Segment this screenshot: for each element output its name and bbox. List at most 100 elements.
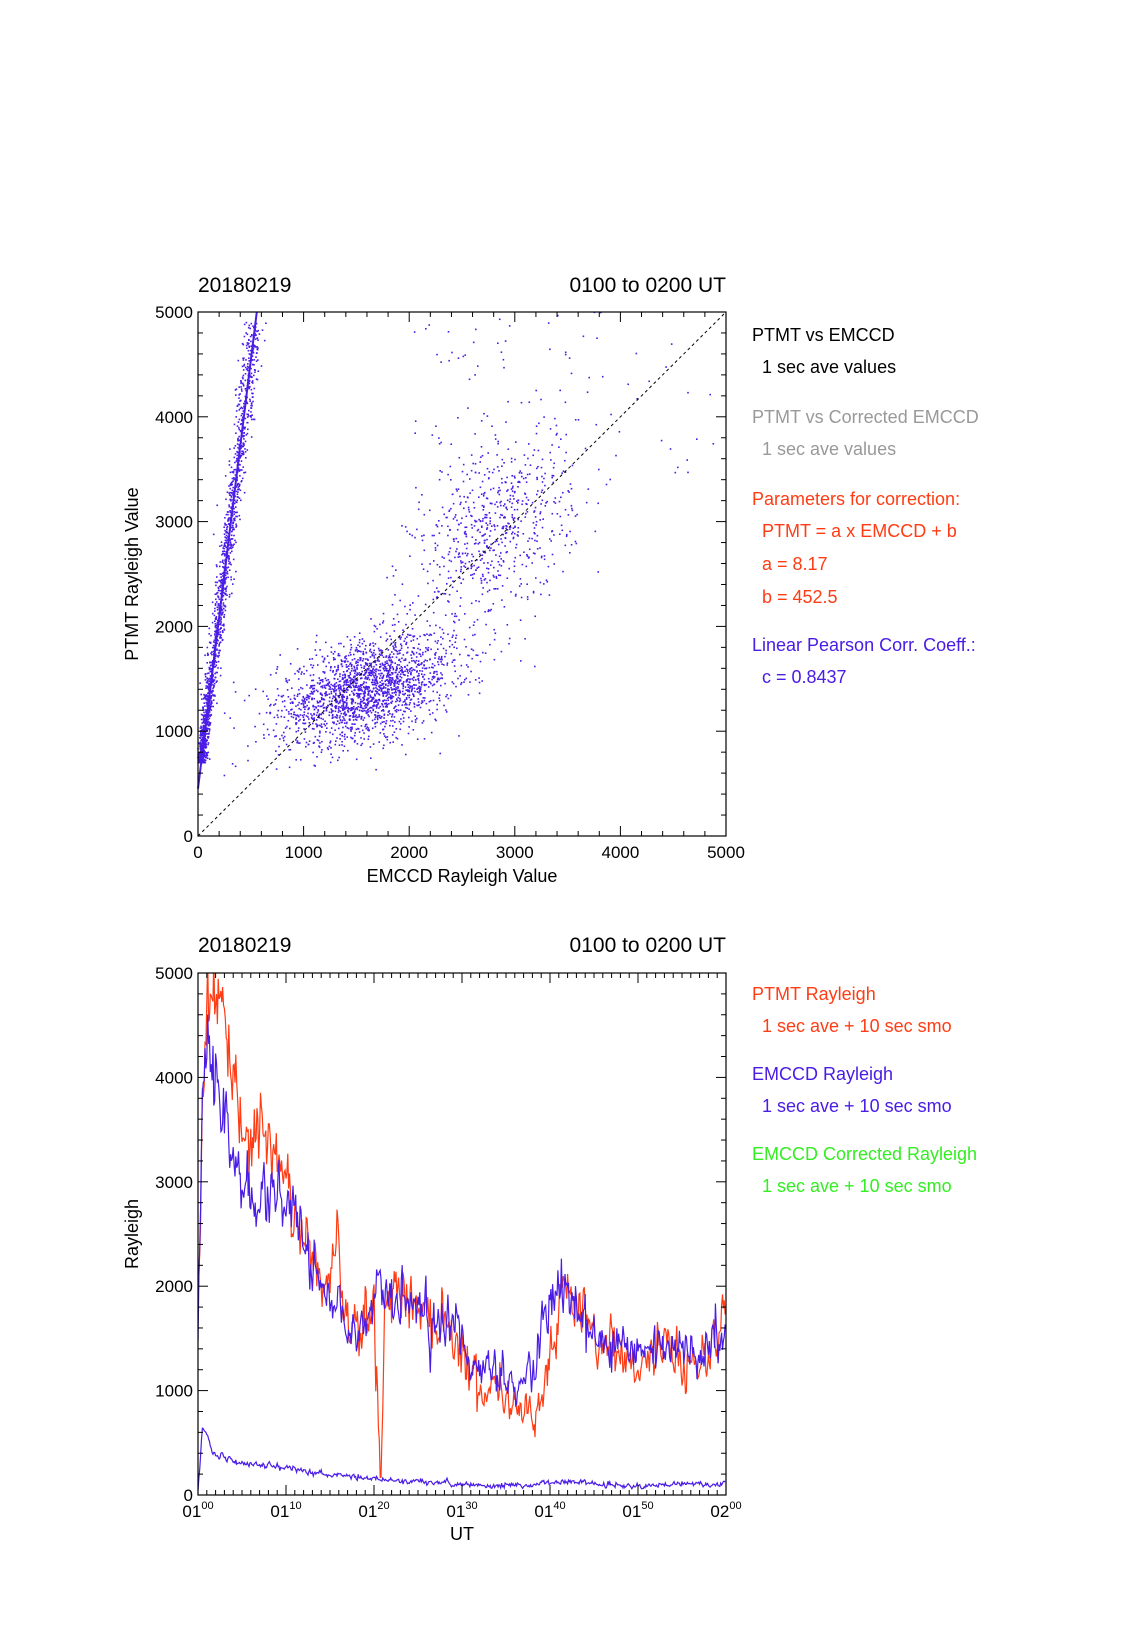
scatter-x-axis-title: EMCCD Rayleigh Value bbox=[367, 866, 558, 886]
scatter-point bbox=[219, 641, 222, 643]
scatter-point bbox=[322, 661, 325, 663]
scatter-point bbox=[439, 573, 441, 576]
scatter-point bbox=[220, 578, 223, 581]
scatter-point bbox=[338, 727, 340, 730]
scatter-point bbox=[454, 516, 456, 518]
scatter-point bbox=[224, 545, 226, 547]
scatter-point bbox=[201, 744, 203, 747]
scatter-point bbox=[401, 713, 404, 716]
scatter-point bbox=[360, 705, 362, 707]
scatter-point bbox=[420, 684, 423, 686]
scatter-point bbox=[540, 503, 542, 505]
scatter-point bbox=[570, 504, 573, 507]
scatter-point bbox=[285, 680, 288, 682]
scatter-point bbox=[396, 650, 398, 653]
scatter-point bbox=[521, 563, 524, 566]
timeseries-legend-line: 1 sec ave + 10 sec smo bbox=[762, 1176, 952, 1196]
scatter-point bbox=[233, 456, 236, 459]
scatter-point bbox=[562, 470, 565, 472]
scatter-legend-line: Parameters for correction: bbox=[752, 489, 960, 509]
scatter-point bbox=[346, 689, 348, 691]
scatter-point bbox=[598, 468, 600, 471]
scatter-point bbox=[362, 650, 365, 653]
scatter-point bbox=[481, 480, 484, 483]
scatter-point bbox=[219, 612, 222, 615]
scatter-point bbox=[528, 548, 531, 551]
scatter-point bbox=[223, 774, 226, 777]
scatter-point bbox=[242, 383, 245, 386]
scatter-point bbox=[444, 593, 447, 595]
scatter-point bbox=[535, 577, 537, 579]
scatter-point bbox=[211, 690, 214, 693]
scatter-point bbox=[347, 684, 350, 686]
scatter-point bbox=[220, 622, 222, 625]
scatter-point bbox=[415, 659, 418, 662]
scatter-point bbox=[511, 490, 514, 492]
scatter-point bbox=[373, 649, 375, 652]
scatter-point bbox=[500, 650, 503, 653]
scatter-point bbox=[551, 476, 553, 479]
scatter-point bbox=[487, 568, 490, 570]
scatter-point bbox=[213, 646, 215, 649]
scatter-point bbox=[228, 492, 230, 494]
scatter-point bbox=[409, 634, 412, 636]
scatter-point bbox=[351, 723, 353, 725]
scatter-point bbox=[203, 749, 205, 752]
scatter-point bbox=[207, 735, 210, 738]
scatter-point bbox=[287, 711, 290, 713]
scatter-point bbox=[228, 505, 231, 508]
scatter-point bbox=[367, 659, 369, 661]
scatter-point bbox=[207, 672, 210, 674]
scatter-point bbox=[203, 693, 205, 696]
scatter-point bbox=[442, 637, 444, 640]
scatter-point bbox=[309, 693, 312, 695]
scatter-point bbox=[313, 697, 315, 700]
scatter-point bbox=[523, 454, 526, 456]
scatter-point bbox=[312, 664, 315, 667]
scatter-point bbox=[494, 438, 497, 440]
scatter-point bbox=[230, 543, 233, 546]
scatter-point bbox=[350, 646, 353, 649]
scatter-point bbox=[382, 687, 385, 689]
scatter-point bbox=[440, 672, 442, 674]
rayleigh-tick-label: 1000 bbox=[155, 1382, 193, 1401]
scatter-point bbox=[535, 432, 538, 435]
scatter-point bbox=[312, 705, 314, 708]
scatter-point bbox=[392, 653, 395, 655]
scatter-point bbox=[198, 742, 200, 744]
scatter-point bbox=[355, 714, 357, 716]
scatter-point bbox=[448, 645, 451, 648]
scatter-point bbox=[239, 407, 242, 410]
scatter-point bbox=[335, 701, 337, 704]
scatter-point bbox=[386, 660, 388, 662]
scatter-point bbox=[337, 702, 340, 705]
scatter-point bbox=[224, 539, 227, 542]
scatter-point bbox=[323, 723, 325, 725]
scatter-point bbox=[360, 674, 363, 676]
scatter-point bbox=[321, 680, 324, 683]
scatter-point bbox=[345, 682, 348, 684]
scatter-point bbox=[237, 403, 240, 406]
scatter-point bbox=[400, 722, 402, 725]
scatter-point bbox=[518, 480, 520, 483]
scatter-point bbox=[207, 723, 210, 726]
scatter-point bbox=[253, 374, 255, 377]
scatter-point bbox=[410, 667, 413, 669]
scatter-point bbox=[665, 366, 667, 368]
scatter-point bbox=[429, 681, 431, 684]
scatter-point bbox=[533, 527, 536, 529]
scatter-point bbox=[389, 653, 391, 656]
scatter-point bbox=[304, 698, 306, 700]
scatter-point bbox=[380, 710, 383, 712]
scatter-point bbox=[295, 717, 297, 719]
scatter-point bbox=[421, 701, 424, 703]
scatter-point bbox=[198, 758, 200, 761]
scatter-point bbox=[336, 720, 339, 722]
scatter-point bbox=[232, 471, 235, 474]
scatter-point bbox=[336, 699, 338, 702]
scatter-point bbox=[401, 690, 404, 693]
scatter-point bbox=[212, 684, 215, 686]
scatter-point bbox=[212, 679, 215, 682]
scatter-point bbox=[457, 488, 460, 490]
scatter-point bbox=[355, 646, 358, 649]
